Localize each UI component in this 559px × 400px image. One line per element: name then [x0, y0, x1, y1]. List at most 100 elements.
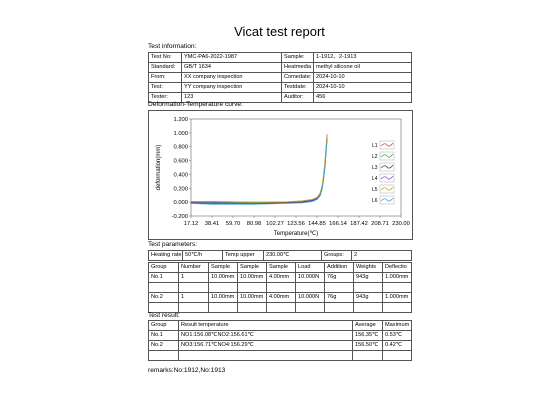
info-label: Testdate:	[281, 82, 314, 93]
info-label: Heatmedia	[281, 62, 314, 73]
table-row	[148, 282, 412, 293]
report-title: Vicat test report	[234, 24, 325, 39]
x-tick-label: 123.56	[287, 221, 305, 227]
test-info-table: Test No: YMC-PA6-2022-1987 Sample: 1-191…	[148, 52, 412, 103]
table-cell	[178, 282, 209, 293]
param-label: Heating rate:	[148, 250, 183, 261]
legend-label: L1	[372, 143, 378, 149]
column-header: Average	[352, 320, 383, 331]
table-cell: NO1:156.08℃NO2:156.61℃	[178, 330, 353, 341]
table-cell	[324, 282, 354, 293]
series-line-l2	[190, 136, 328, 204]
info-value: XX company inspection	[181, 72, 282, 83]
series-line-l1	[190, 134, 328, 204]
table-cell	[148, 350, 179, 361]
y-tick-label: -0.200	[172, 214, 188, 220]
table-cell	[382, 350, 412, 361]
result-heading: Test result:	[148, 312, 180, 319]
info-label: Test No:	[148, 52, 182, 63]
table-cell: 10.00mm	[237, 292, 267, 303]
table-cell	[178, 302, 209, 313]
table-cell: 1.000mm	[382, 292, 412, 303]
x-tick-label: 80.98	[247, 221, 262, 227]
table-row: No.1 NO1:156.08℃NO2:156.61℃ 156.35℃ 0.53…	[148, 330, 412, 341]
x-tick-label: 102.27	[266, 221, 284, 227]
table-cell: 76g	[324, 272, 354, 283]
param-label: Temp upper	[222, 250, 264, 261]
info-label: Standard:	[148, 62, 182, 73]
x-tick-label: 230.00	[392, 221, 410, 227]
column-header: Sample	[237, 262, 267, 273]
table-cell	[353, 282, 383, 293]
table-cell: 1.000mm	[382, 272, 412, 283]
info-label: From:	[148, 72, 182, 83]
info-value: 1-1912、2-1913	[313, 52, 412, 63]
series-line-l6	[190, 141, 328, 205]
legend-swatch-line	[380, 153, 394, 158]
column-header: Load	[295, 262, 325, 273]
table-row: Standard: GB/T 1634 Heatmedia methyl sil…	[148, 62, 412, 73]
table-row: Heating rate: 50℃/h Temp upper 230.00℃ G…	[148, 250, 412, 261]
table-cell: 76g	[324, 292, 354, 303]
info-label: Comedate:	[281, 72, 314, 83]
table-row: No.1 1 10.00mm 10.00mm 4.00mm 10.000N 76…	[148, 272, 412, 283]
x-tick-label: 144.85	[308, 221, 326, 227]
table-cell	[266, 302, 296, 313]
x-tick-label: 59.70	[226, 221, 241, 227]
deformation-temperature-chart: 17.12 38.41 59.70 80.98 102.27 123.56 144.85 16…	[156, 117, 410, 237]
x-tick-label: 166.14	[329, 221, 348, 227]
table-cell	[148, 282, 179, 293]
info-label: Test:	[148, 82, 182, 93]
legend-label: L5	[372, 187, 378, 193]
x-axis-label: Temperature(℃)	[274, 231, 318, 237]
legend-swatch-line	[380, 186, 394, 191]
legend-swatch-line	[380, 142, 394, 147]
table-cell: 10.00mm	[208, 292, 238, 303]
table-cell	[324, 302, 354, 313]
params-heading: Test parameters:	[148, 241, 198, 248]
y-tick-label: 1.000	[173, 131, 188, 137]
legend-label: L4	[372, 176, 378, 182]
info-value: GB/T 1634	[181, 62, 282, 73]
legend-swatch-line	[380, 175, 394, 180]
table-cell	[208, 302, 238, 313]
table-cell: NO3:156.71℃NO4:156.29℃	[178, 340, 353, 351]
info-value: YY company inspection	[181, 82, 282, 93]
legend-swatch-line	[380, 197, 394, 202]
table-cell: 10.00mm	[237, 272, 267, 283]
table-cell	[295, 302, 325, 313]
param-label: Groups:	[321, 250, 352, 261]
table-cell: 156.50℃	[352, 340, 383, 351]
y-tick-label: 0.400	[173, 172, 188, 178]
column-header: Addition	[324, 262, 354, 273]
table-cell	[353, 302, 383, 313]
table-cell	[237, 302, 267, 313]
y-tick-label: 0.600	[173, 159, 188, 165]
table-cell: 156.35℃	[352, 330, 383, 341]
y-tick-label: 1.200	[173, 117, 188, 123]
column-header: Result temperature	[178, 320, 353, 331]
info-value: 2024-10-10	[313, 82, 412, 93]
table-cell: 0.53℃	[382, 330, 412, 341]
table-cell: No.1	[148, 330, 179, 341]
table-cell	[382, 302, 412, 313]
table-cell	[178, 350, 353, 361]
info-value: 456	[313, 92, 412, 103]
column-header: Sample	[266, 262, 296, 273]
table-cell: 943g	[353, 292, 383, 303]
x-tick-label: 208.71	[371, 221, 389, 227]
table-row: Test: YY company inspection Testdate: 20…	[148, 82, 412, 93]
params-top-table: Heating rate: 50℃/h Temp upper 230.00℃ G…	[148, 250, 412, 261]
x-tick-label: 17.12	[184, 221, 199, 227]
table-cell: No.1	[148, 272, 179, 283]
table-cell	[237, 282, 267, 293]
table-cell: 943g	[353, 272, 383, 283]
table-row	[148, 302, 412, 313]
table-cell: No.2	[148, 292, 179, 303]
table-cell: 0.42℃	[382, 340, 412, 351]
table-row: Test No: YMC-PA6-2022-1987 Sample: 1-191…	[148, 52, 412, 63]
table-header-row: Group Number Sample Sample Sample Load A…	[148, 262, 412, 273]
column-header: Number	[178, 262, 209, 273]
table-cell	[148, 302, 179, 313]
table-header-row: Group Result temperature Average Maximum	[148, 320, 412, 331]
